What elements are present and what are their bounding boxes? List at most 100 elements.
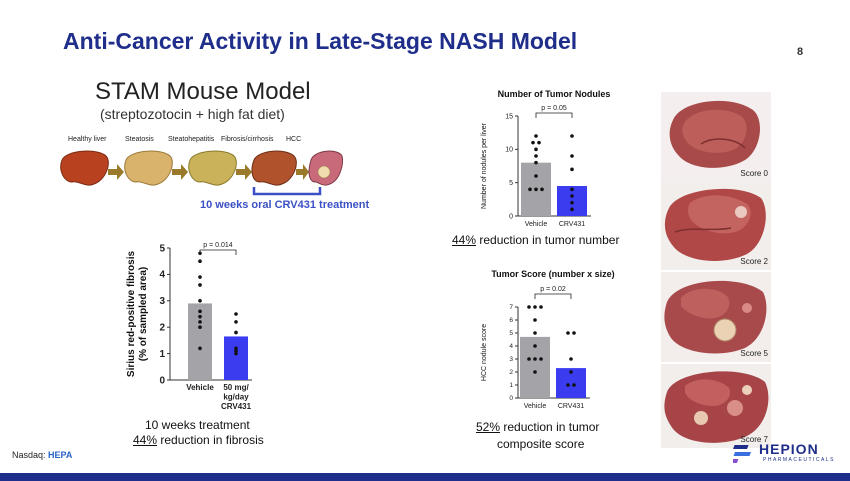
data-point — [528, 187, 532, 192]
data-point — [527, 357, 531, 361]
data-point — [234, 312, 238, 316]
y-tick-label: 5 — [509, 330, 513, 337]
data-point — [534, 160, 538, 165]
y-tick-label: 3 — [159, 296, 165, 307]
y-axis-label: (% of sampled area) — [138, 267, 149, 361]
data-point — [570, 154, 574, 158]
x-tick-label: Vehicle — [524, 403, 547, 410]
data-point — [566, 383, 570, 387]
fibrosis-chart: 0 1 2 3 4 5 Sirius red-positive fibrosis (% of … — [126, 242, 252, 411]
score-result: 52% reduction in tumor — [476, 420, 599, 434]
y-axis-label: Sirius red-positive fibrosis — [126, 250, 137, 377]
significance-bracket — [534, 293, 572, 299]
chart-title: Number of Tumor Nodules — [498, 89, 611, 99]
x-tick-label: 50 mg/ — [223, 383, 249, 392]
y-tick-label: 0 — [159, 375, 165, 386]
data-point — [234, 349, 238, 353]
page-number: 8 — [797, 46, 804, 58]
data-point — [570, 187, 574, 192]
data-point — [198, 275, 202, 279]
data-point — [534, 147, 538, 152]
nasdaq-ticker: Nasdaq: HEPA — [12, 450, 72, 460]
data-point — [533, 344, 537, 348]
y-tick-label: 4 — [159, 270, 165, 281]
data-point — [572, 331, 576, 335]
data-point — [534, 174, 538, 178]
liver-photo-score-0: Score 0 — [661, 92, 771, 182]
score-reduction-pct: 52% — [476, 420, 501, 434]
y-tick-label: 2 — [159, 323, 165, 334]
liver-photo-score-7: Score 7 — [661, 364, 771, 448]
fibrosis-caption: 10 weeks treatment — [145, 418, 250, 432]
p-value-label: p = 0.02 — [540, 286, 566, 293]
y-tick-label: 6 — [509, 317, 513, 324]
disease-stage-labels: Healthy liver Steatosis Steatohepatitis … — [58, 136, 343, 148]
y-tick-label: 5 — [509, 180, 513, 187]
tumor-nodules-chart: Number of Tumor Nodules 0 5 10 15 Number of n… — [481, 89, 611, 228]
data-point — [198, 314, 202, 319]
y-tick-label: 4 — [509, 343, 513, 350]
liver-photo-image — [661, 182, 771, 270]
liver-photo-image — [661, 92, 771, 182]
data-point — [234, 330, 238, 335]
data-point — [533, 370, 537, 374]
data-point — [527, 305, 531, 309]
data-point — [198, 309, 202, 314]
y-tick-label: 1 — [509, 382, 513, 389]
footer-bar — [0, 473, 850, 481]
stage-label-healthy: Healthy liver — [68, 136, 107, 143]
y-tick-label: 10 — [505, 147, 513, 154]
steatohepatitis-liver-icon — [188, 150, 237, 186]
treatment-bracket — [252, 187, 322, 196]
data-point — [539, 305, 543, 309]
x-tick-label: kg/day — [223, 393, 249, 402]
treatment-label: 10 weeks oral CRV431 treatment — [200, 199, 370, 211]
data-point — [198, 325, 202, 329]
data-point — [198, 320, 202, 324]
stage-label-hcc: HCC — [286, 136, 302, 143]
y-tick-label: 0 — [509, 395, 513, 402]
y-tick-label: 15 — [505, 113, 513, 120]
data-point — [569, 357, 573, 361]
y-tick-label: 3 — [509, 356, 513, 363]
healthy-liver-icon — [60, 150, 109, 186]
p-value-label: p = 0.014 — [203, 242, 232, 249]
data-point — [234, 346, 238, 351]
p-value-label: p = 0.05 — [541, 105, 567, 112]
data-point — [198, 346, 202, 351]
x-tick-label: CRV431 — [558, 403, 584, 410]
significance-bracket — [199, 249, 237, 255]
data-point — [569, 370, 573, 374]
ticker-symbol: HEPA — [48, 450, 73, 460]
data-point — [534, 134, 538, 138]
progression-arrow-icon — [172, 164, 188, 180]
company-logo: HEPION PHARMACEUTICALS — [733, 441, 843, 467]
stage-label-steatosis: Steatosis — [125, 136, 154, 143]
nodules-result: 44% reduction in tumor number — [452, 233, 619, 247]
data-point — [572, 383, 576, 387]
nodules-reduction-pct: 44% — [452, 233, 477, 247]
progression-arrow-icon — [296, 164, 309, 180]
y-tick-label: 7 — [509, 304, 513, 311]
fibrosis-reduction-pct: 44% — [133, 433, 158, 447]
liver-photo-image — [661, 364, 771, 448]
x-tick-label: Vehicle — [525, 221, 548, 228]
stage-label-steatohepatitis: Steatohepatitis — [168, 136, 215, 143]
fibrosis-liver-icon — [251, 150, 297, 186]
y-tick-label: 2 — [509, 369, 513, 376]
data-point — [570, 167, 574, 172]
progression-arrow-icon — [108, 164, 124, 180]
data-point — [198, 299, 202, 303]
y-axis-label: HCC nodule score — [481, 324, 488, 381]
y-tick-label: 0 — [509, 213, 513, 220]
data-point — [534, 187, 538, 192]
x-tick-label: CRV431 — [559, 221, 585, 228]
y-axis-label: Number of nodules per liver — [481, 122, 488, 209]
data-point — [534, 154, 538, 158]
hcc-liver-icon — [308, 150, 343, 186]
disease-progression-diagram — [60, 150, 343, 196]
data-point — [533, 357, 537, 361]
photo-label-score-5: Score 5 — [740, 349, 768, 358]
x-tick-label: Vehicle — [186, 383, 214, 392]
data-point — [234, 320, 238, 324]
